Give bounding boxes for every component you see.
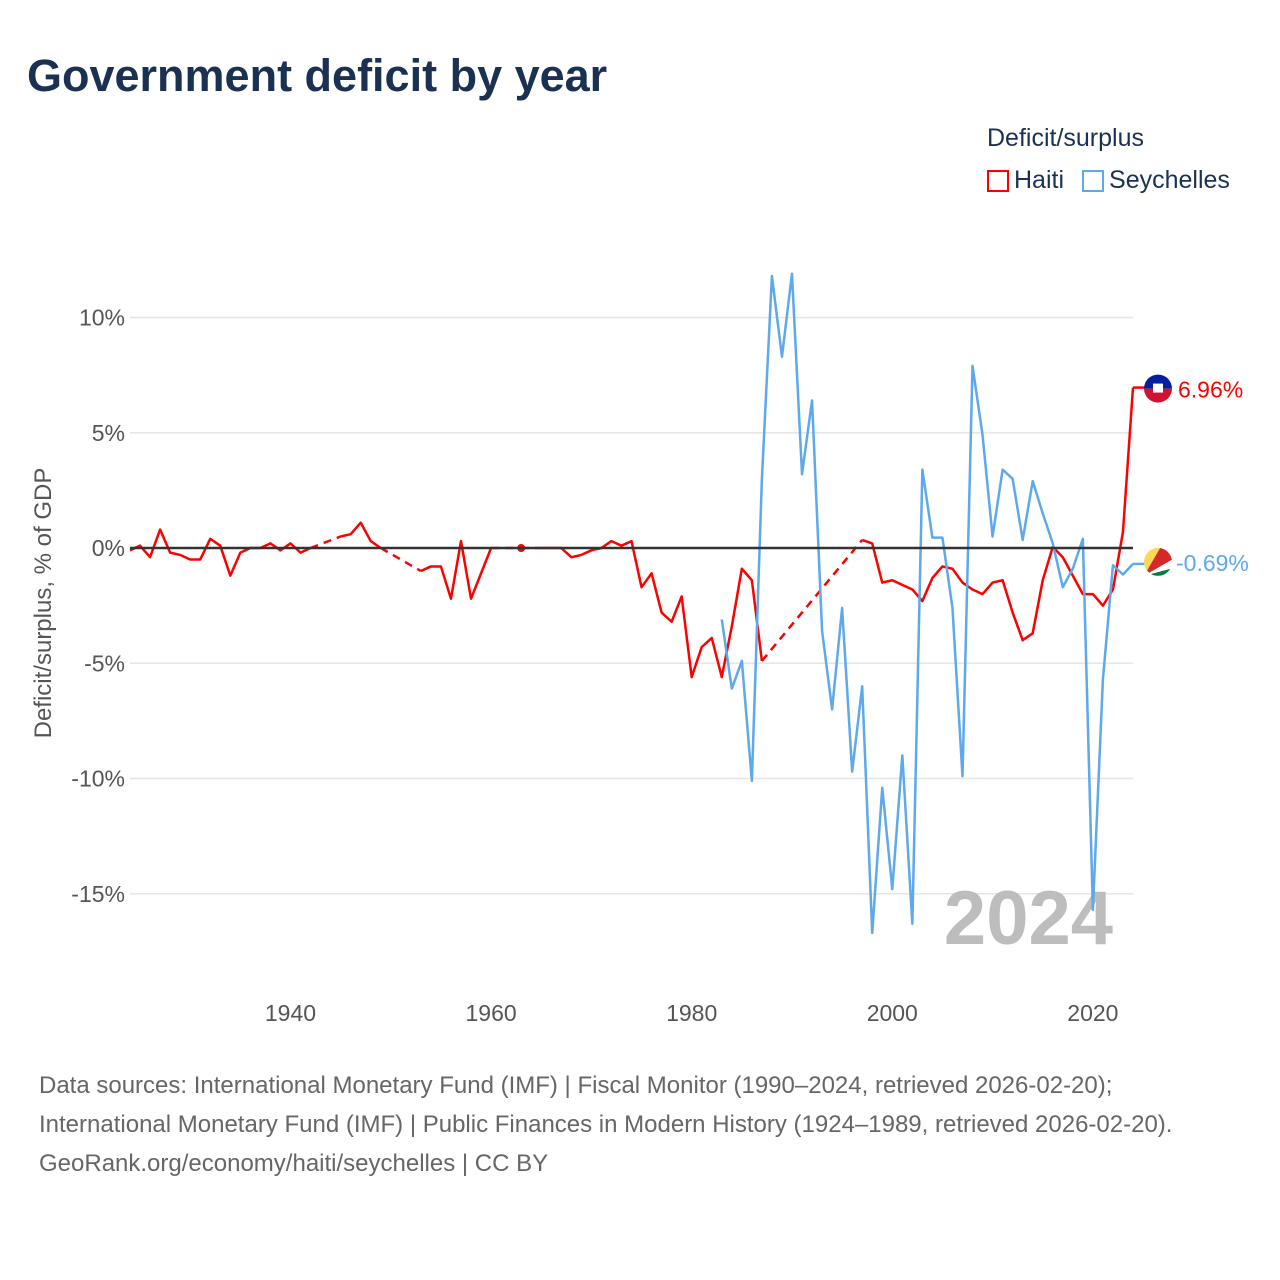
y-tick-label: -15% bbox=[71, 881, 125, 907]
y-tick-label: 10% bbox=[79, 305, 125, 331]
flag-part bbox=[1144, 554, 1172, 576]
end-label-haiti: 6.96% bbox=[1178, 377, 1243, 403]
legend-swatch-seychelles bbox=[1082, 169, 1105, 192]
legend-item-seychelles[interactable]: Seychelles bbox=[1082, 166, 1230, 195]
flag-part bbox=[1144, 388, 1172, 403]
legend-label-haiti: Haiti bbox=[1014, 166, 1065, 194]
footer: Data sources: International Monetary Fun… bbox=[39, 1066, 1239, 1183]
x-tick-label: 1940 bbox=[265, 1000, 316, 1026]
flag-part bbox=[1144, 374, 1172, 389]
y-axis-label: Deficit/surplus, % of GDP bbox=[30, 468, 57, 739]
flag-part bbox=[1153, 383, 1163, 393]
legend-item-haiti[interactable]: Haiti bbox=[987, 166, 1064, 195]
flag-part bbox=[1144, 547, 1165, 576]
flag-part bbox=[1102, 534, 1144, 576]
series-line-haiti bbox=[861, 387, 1135, 642]
series-line-haiti bbox=[129, 528, 312, 577]
series-gap-haiti bbox=[380, 546, 422, 573]
credit-link[interactable]: GeoRank.org/economy/haiti/seychelles | C… bbox=[39, 1150, 549, 1177]
legend-title: Deficit/surplus bbox=[987, 124, 1144, 152]
x-tick-label: 1960 bbox=[465, 1000, 516, 1026]
series-gap-haiti bbox=[310, 535, 342, 550]
legend-swatch-haiti bbox=[987, 169, 1009, 192]
legend-label-seychelles: Seychelles bbox=[1109, 166, 1230, 194]
x-tick-label: 2020 bbox=[1067, 1000, 1118, 1026]
series-line-haiti bbox=[340, 521, 382, 550]
flag-part bbox=[1144, 565, 1172, 576]
legend: Haiti Seychelles bbox=[987, 166, 1230, 195]
y-tick-label: 0% bbox=[92, 535, 125, 561]
data-sources: Data sources: International Monetary Fun… bbox=[39, 1072, 1173, 1138]
x-tick-label: 2000 bbox=[867, 1000, 918, 1026]
series-line-haiti bbox=[541, 539, 764, 679]
series-line-haiti bbox=[420, 539, 493, 600]
y-tick-label: -5% bbox=[84, 650, 125, 676]
y-tick-label: 5% bbox=[92, 420, 125, 446]
series-line-seychelles bbox=[720, 272, 1134, 935]
end-label-seychelles: -0.69% bbox=[1176, 550, 1249, 576]
x-tick-label: 1980 bbox=[666, 1000, 717, 1026]
year-watermark: 2024 bbox=[944, 876, 1113, 961]
page-title: Government deficit by year bbox=[27, 50, 608, 101]
series-gap-haiti bbox=[760, 539, 864, 662]
haiti-flag-icon bbox=[1144, 374, 1172, 403]
seychelles-flag-icon bbox=[1102, 534, 1172, 576]
y-tick-label: -10% bbox=[71, 766, 125, 792]
